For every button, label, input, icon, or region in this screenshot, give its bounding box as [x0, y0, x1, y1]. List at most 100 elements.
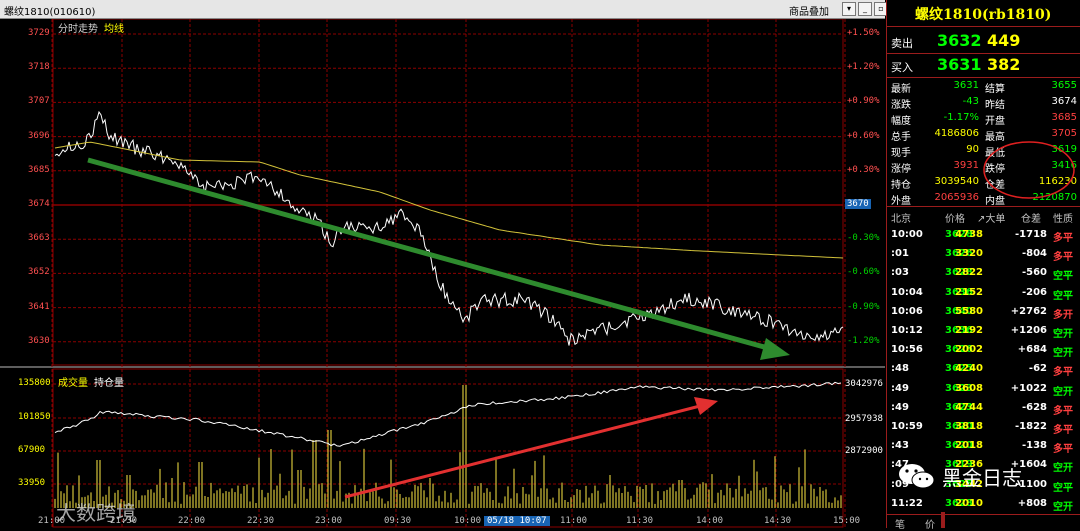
ask-label: 卖出	[891, 37, 913, 50]
tick-header: 北京 价格 ↗大单 仓差 性质	[887, 208, 1080, 225]
current-price-marker: 3670	[845, 199, 871, 209]
watermark-left: 大数跨境	[56, 501, 136, 525]
tick-cell: 空平	[1053, 482, 1073, 494]
tick-cell: 2152	[955, 286, 983, 298]
volume-label: 成交量	[58, 378, 88, 389]
tick-cell: 空平	[1053, 290, 1073, 302]
tick-cell: 10:56	[891, 344, 923, 356]
stat-cell: 跌停	[985, 164, 1005, 175]
tick-cell: 4744	[955, 401, 983, 413]
tick-cell: 3442	[955, 478, 983, 490]
tick-row[interactable]: 10:04 3636 2152 -206 空平	[887, 285, 1080, 303]
time-tick: 15:00	[833, 516, 861, 526]
tick-row[interactable]: 10:59 3620 3818 -1822 多平	[887, 419, 1080, 437]
tick-cell: +808	[1017, 497, 1047, 509]
tick-row[interactable]: :49 3623 4744 -628 多平	[887, 400, 1080, 418]
tick-cell: 3620	[945, 440, 973, 452]
tick-cell: 3619	[945, 459, 973, 471]
tick-row[interactable]: :03 3628 2822 -560 空平	[887, 265, 1080, 283]
chart-lines	[54, 110, 844, 447]
stat-row: 持仓 3039540 仓差 116230	[887, 175, 1080, 191]
wechat-icon	[896, 460, 936, 492]
time-tick: 21:00	[38, 516, 66, 526]
tick-row[interactable]: :49 3623 3608 +1022 空开	[887, 381, 1080, 399]
price-tick: 3652	[28, 267, 50, 278]
tick-cell: 10:59	[891, 421, 923, 432]
tab-price[interactable]: 价	[925, 520, 935, 531]
overlay-button[interactable]: 商品叠加	[789, 7, 829, 18]
stat-row: 外盘 2065936 内盘 2120870	[887, 191, 1080, 207]
tick-cell: 空开	[1053, 501, 1073, 513]
trend-arrows	[87, 157, 790, 499]
stat-cell: 3674	[1051, 96, 1077, 107]
tick-cell: 3628	[945, 497, 973, 509]
tick-cell: -560	[1021, 267, 1047, 279]
tick-cell: 3625	[945, 363, 973, 375]
quote-panel: 螺纹1810(rb1810) 卖出 3632 449 买入 3631 382 最…	[886, 0, 1080, 531]
stat-cell: 2065936	[934, 192, 979, 203]
pct-tick: +0.90%	[847, 96, 880, 107]
tick-row[interactable]: 10:00 3628 4738 -1718 多平	[887, 227, 1080, 245]
time-tick: 11:30	[626, 516, 654, 526]
pct-tick: -0.90%	[847, 301, 880, 312]
tab-ticks[interactable]: 笔	[895, 520, 905, 531]
price-tick: 3641	[28, 301, 50, 312]
time-tick: 14:00	[696, 516, 724, 526]
intraday-chart[interactable]	[0, 19, 885, 528]
tick-row[interactable]: :43 3620 2018 -138 多平	[887, 438, 1080, 456]
tick-row[interactable]: :48 3625 4240 -62 多平	[887, 361, 1080, 379]
tick-cell: 2010	[955, 497, 983, 509]
tick-cell: -62	[1028, 363, 1047, 375]
tick-row[interactable]: :09 3625 3442 -1100 空平	[887, 477, 1080, 495]
price-tick: 3729	[28, 28, 50, 38]
volume-tick: 101850	[18, 412, 51, 422]
tick-cell: 11:22	[891, 497, 923, 509]
tick-cell: 3626	[945, 248, 973, 260]
tick-cell: 多平	[1053, 405, 1073, 417]
tick-cell: 3320	[955, 248, 983, 260]
tick-cell: 空平	[1053, 271, 1073, 283]
contract-title: 螺纹1810(rb1810)	[915, 7, 1052, 23]
stat-cell: 涨跌	[891, 100, 911, 111]
tick-cell: 多平	[1053, 425, 1073, 436]
tick-row[interactable]: 11:22 3628 2010 +808 空开	[887, 496, 1080, 514]
tick-cell: 4738	[955, 229, 983, 240]
tick-row[interactable]: 10:12 3636 2192 +1206 空开	[887, 323, 1080, 341]
tick-row[interactable]: 10:06 3640 5580 +2762 多开	[887, 304, 1080, 322]
stat-cell: -43	[962, 96, 979, 107]
time-tick: 21:30	[110, 516, 138, 526]
stat-row: 涨跌 -43 昨结 3674	[887, 95, 1080, 111]
time-tick: 10:00	[454, 516, 482, 526]
pct-tick: -0.60%	[847, 267, 880, 278]
stat-row: 幅度 -1.17% 开盘 3685	[887, 111, 1080, 127]
volume-tick: 135800	[18, 378, 51, 388]
tick-cell: -804	[1021, 248, 1047, 260]
tick-cell: 空开	[1053, 329, 1073, 340]
tick-row[interactable]: :01 3626 3320 -804 多平	[887, 246, 1080, 264]
stat-cell: 内盘	[985, 196, 1005, 207]
col-time: 北京	[891, 214, 911, 225]
tick-cell: 3636	[945, 325, 973, 336]
time-tick: 14:30	[764, 516, 792, 526]
dropdown-icon[interactable]: ▾	[842, 2, 856, 16]
stat-row: 总手 4186806 最高 3705	[887, 127, 1080, 143]
watermark-right: 黑金日志	[942, 466, 1022, 490]
tick-cell: :48	[891, 363, 909, 375]
tick-cell: 3628	[945, 229, 973, 240]
tick-cell: 多平	[1053, 233, 1073, 244]
tick-cell: :09	[891, 478, 909, 490]
tick-cell: +684	[1017, 344, 1047, 356]
tick-cell: :49	[891, 401, 909, 413]
tick-row[interactable]: 10:56 3626 2002 +684 空开	[887, 342, 1080, 360]
tick-cell: 3625	[945, 478, 973, 490]
stat-cell: 幅度	[891, 116, 911, 127]
stat-row: 涨停 3931 跌停 3416	[887, 159, 1080, 175]
stat-cell: 2120870	[1032, 192, 1077, 203]
stat-cell: 3416	[1051, 160, 1077, 171]
pct-tick: -1.20%	[847, 335, 880, 346]
tick-cell: :43	[891, 440, 909, 452]
minimize-icon[interactable]: _	[858, 2, 872, 16]
tick-cell: 3628	[945, 267, 973, 279]
stat-cell: 3655	[1051, 80, 1077, 91]
tick-row[interactable]: :47 3619 2236 +1604 空开	[887, 457, 1080, 475]
